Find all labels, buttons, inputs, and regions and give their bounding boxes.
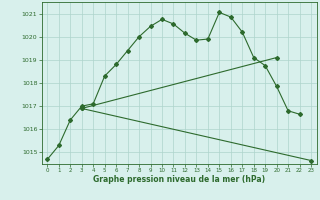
X-axis label: Graphe pression niveau de la mer (hPa): Graphe pression niveau de la mer (hPa): [93, 175, 265, 184]
